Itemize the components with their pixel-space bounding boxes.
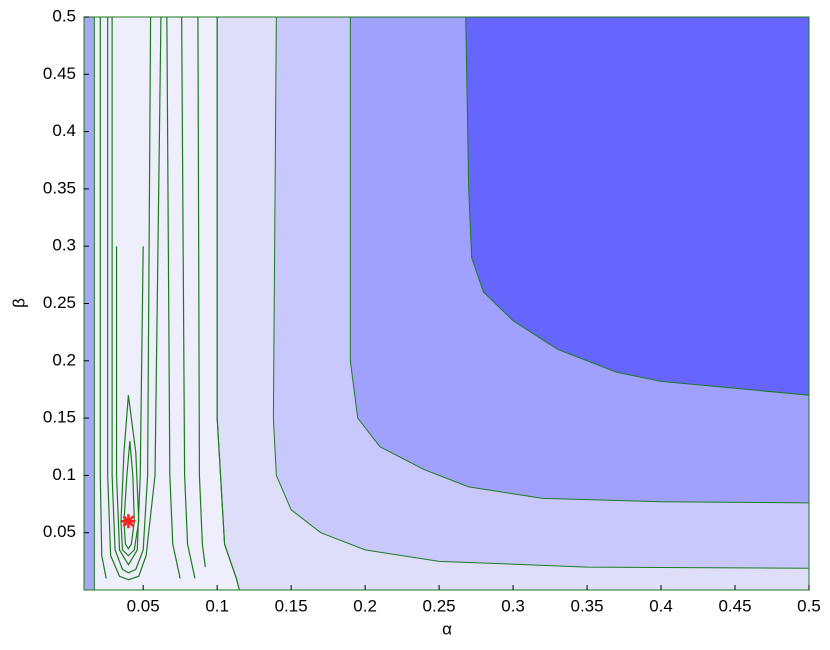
y-tick-label: 0.45 <box>43 64 76 83</box>
y-tick-label: 0.2 <box>52 350 76 369</box>
contour-line <box>111 16 152 574</box>
x-tick-label: 0.3 <box>501 596 525 615</box>
contour-line <box>99 17 107 579</box>
x-tick-label: 0.35 <box>571 596 604 615</box>
y-tick-label: 0.1 <box>52 465 76 484</box>
x-tick-label: 0.4 <box>649 596 673 615</box>
y-tick-label: 0.35 <box>43 178 76 197</box>
x-tick-label: 0.45 <box>718 596 751 615</box>
x-tick-label: 0.1 <box>205 596 229 615</box>
y-tick-label: 0.05 <box>43 522 76 541</box>
y-axis-label: β <box>9 298 28 308</box>
minimum-marker <box>121 514 136 529</box>
contour-line <box>107 16 162 581</box>
y-tick-label: 0.15 <box>43 408 76 427</box>
y-tick-label: 0.25 <box>43 293 76 312</box>
y-tick-label: 0.3 <box>52 236 76 255</box>
contour-line <box>166 16 181 579</box>
y-tick-label: 0.4 <box>52 121 76 140</box>
contour-line <box>181 16 196 579</box>
x-axis-label: α <box>442 619 452 638</box>
contour-line <box>216 17 240 591</box>
contour-line <box>197 16 206 568</box>
x-tick-label: 0.15 <box>275 596 308 615</box>
x-tick-label: 0.2 <box>353 596 377 615</box>
x-tick-label: 0.05 <box>127 596 160 615</box>
marker-stroke <box>122 515 135 528</box>
contour-line <box>115 246 144 566</box>
x-tick-label: 0.25 <box>423 596 456 615</box>
contour-line <box>120 395 140 557</box>
y-tick-label: 0.5 <box>52 6 76 25</box>
x-tick-label: 0.5 <box>797 596 821 615</box>
